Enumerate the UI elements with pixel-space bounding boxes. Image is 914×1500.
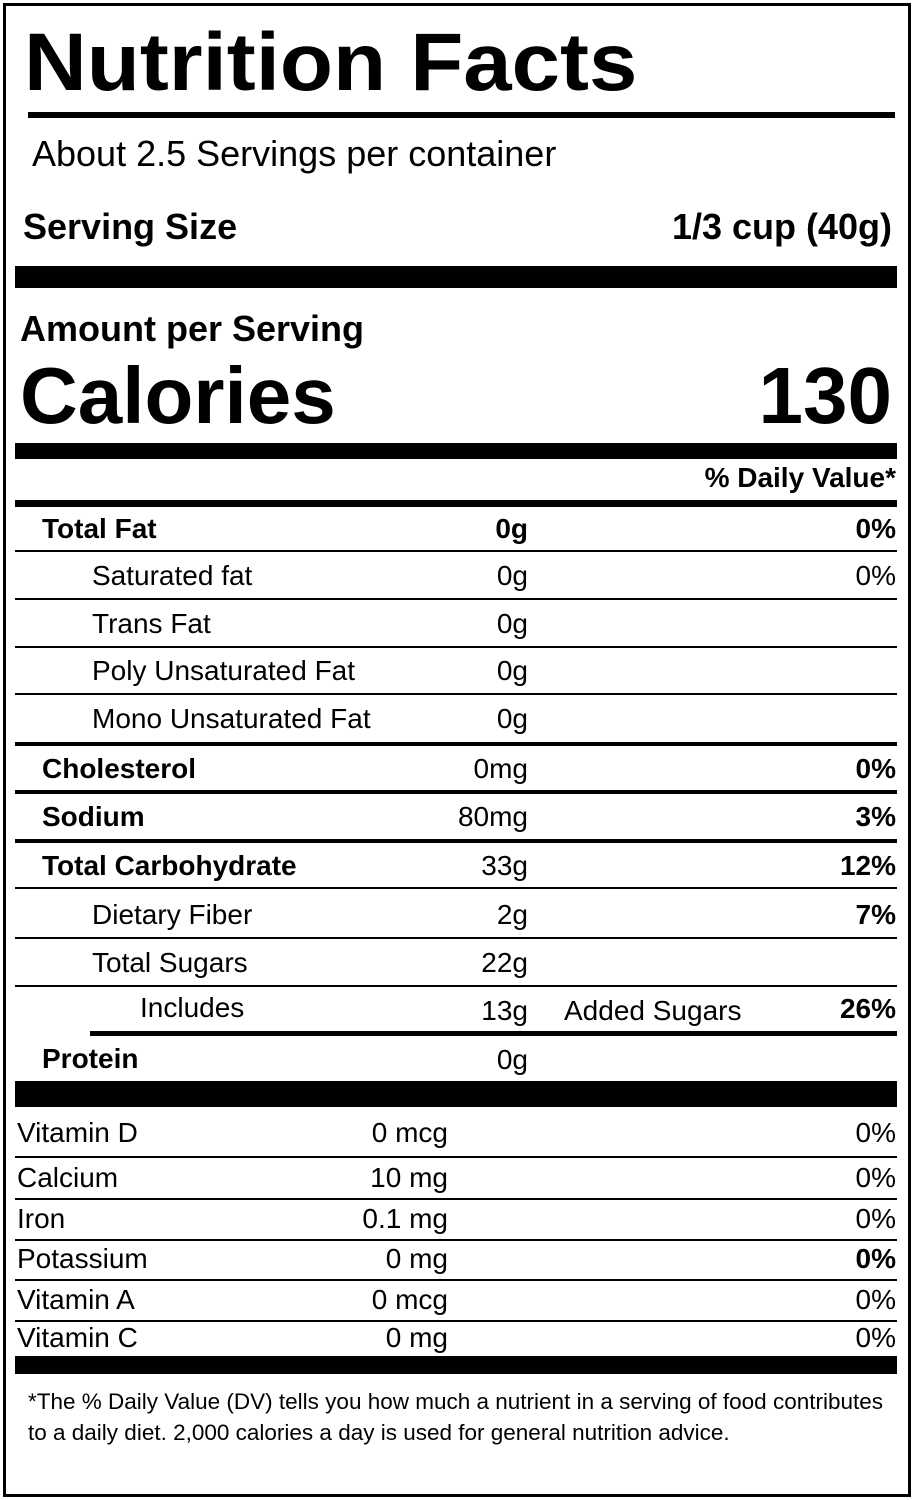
nutrient-name: Total Sugars [92,947,248,978]
nutrient-amount: 0g [496,655,528,686]
row-divider [15,550,897,552]
row-divider [15,887,897,889]
added-sugars-label: Includes [140,992,245,1023]
daily-value-header: % Daily Value* [704,462,896,493]
thick-rule-protein [15,1081,897,1107]
row-divider-thick [15,742,897,746]
thick-rule-calories [15,443,897,459]
vitamin-divider [15,1320,897,1322]
nutrient-dv: 12% [839,850,896,881]
vitamin-dv: 0% [855,1243,896,1274]
nutrient-amount: 0g [496,608,528,639]
vitamin-divider [15,1156,897,1158]
protein-name: Protein [42,1043,139,1074]
serving-size-value: 1/3 cup (40g) [671,206,892,247]
nutrient-dv: 0% [855,513,896,544]
nutrient-name: Dietary Fiber [92,899,253,930]
vitamin-amount: 0 mcg [371,1284,448,1315]
nutrient-dv: 7% [855,899,896,930]
vitamin-name: Vitamin D [17,1117,138,1148]
nutrient-amount: 80mg [457,801,528,832]
added-sugars-rule [90,1031,897,1036]
vitamin-divider [15,1198,897,1200]
added-sugars-text: Added Sugars [564,995,742,1026]
row-divider [15,693,897,695]
vitamin-name: Calcium [17,1162,119,1193]
daily-value-footnote: *The % Daily Value (DV) tells you how mu… [28,1389,883,1445]
row-divider [15,937,897,939]
vitamin-dv: 0% [855,1117,896,1148]
title-rule [28,112,895,118]
row-divider-thick [15,790,897,794]
nutrient-amount: 0g [495,513,528,544]
vitamin-divider [15,1239,897,1241]
nutrient-name: Sodium [42,801,145,832]
protein-amount: 0g [496,1044,528,1075]
serving-size-label: Serving Size [23,206,238,247]
thick-rule-top [15,266,897,288]
dv-rule [15,500,897,507]
nutrient-dv: 0% [855,560,896,591]
amount-per-serving: Amount per Serving [20,308,365,349]
vitamin-dv: 0% [855,1203,896,1234]
added-sugars-amount: 13g [481,995,528,1026]
vitamin-dv: 0% [855,1322,896,1353]
nutrient-name: Cholesterol [42,753,197,784]
row-divider [15,985,897,987]
nutrient-name: Trans Fat [92,608,211,639]
nutrient-amount: 2g [496,899,528,930]
nutrient-amount: 22g [481,947,528,978]
nutrient-name: Total Fat [42,513,157,544]
servings-per-container: About 2.5 Servings per container [32,133,557,174]
vitamin-dv: 0% [855,1284,896,1315]
vitamin-name: Vitamin C [17,1322,138,1353]
vitamin-divider [15,1279,897,1281]
row-divider-thick [15,839,897,843]
nutrient-amount: 33g [481,850,528,881]
nutrient-dv: 0% [855,753,896,784]
nutrition-facts-panel [3,3,911,1497]
calories-value: 130 [758,351,892,440]
vitamin-amount: 0 mcg [371,1117,448,1148]
vitamin-name: Vitamin A [17,1284,135,1315]
nutrient-amount: 0g [496,703,528,734]
nutrient-name: Saturated fat [92,560,253,591]
calories-label: Calories [20,351,336,440]
vitamin-name: Potassium [17,1243,148,1274]
nutrient-amount: 0g [496,560,528,591]
row-divider [15,598,897,600]
vitamin-amount: 0 mg [385,1322,448,1353]
nutrient-dv: 3% [855,801,896,832]
nutrient-amount: 0mg [473,753,528,784]
vitamin-amount: 0 mg [385,1243,448,1274]
nutrient-name: Mono Unsaturated Fat [92,703,371,734]
vitamin-name: Iron [17,1203,66,1234]
vitamin-amount: 10 mg [370,1162,448,1193]
row-divider [15,646,897,648]
added-sugars-dv: 26% [839,993,896,1024]
nutrient-name: Total Carbohydrate [42,850,297,881]
vitamin-amount: 0.1 mg [362,1203,448,1234]
thick-rule-bottom [15,1356,897,1374]
vitamin-dv: 0% [855,1162,896,1193]
panel-title: Nutrition Facts [24,17,638,108]
nutrient-name: Poly Unsaturated Fat [92,655,356,686]
